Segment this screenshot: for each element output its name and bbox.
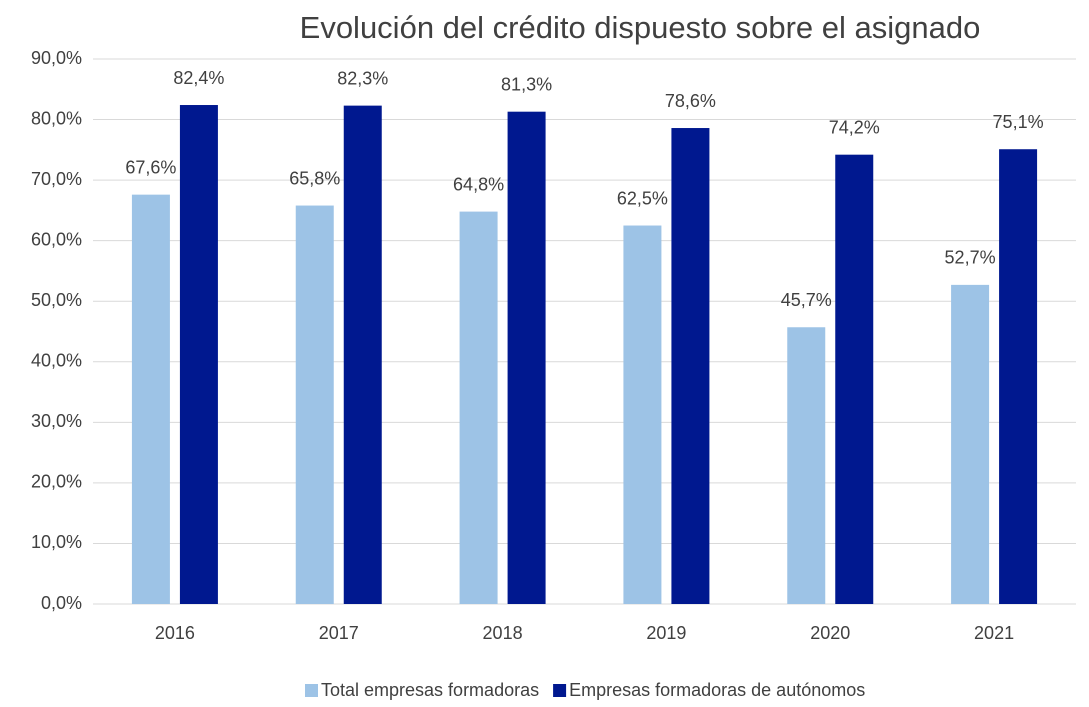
data-label: 75,1% (993, 112, 1044, 132)
y-tick-label: 80,0% (31, 108, 82, 128)
chart-title: Evolución del crédito dispuesto sobre el… (300, 10, 981, 45)
y-tick-label: 20,0% (31, 472, 82, 492)
y-tick-label: 0,0% (41, 593, 82, 613)
legend-swatch (305, 684, 318, 697)
data-label: 78,6% (665, 91, 716, 111)
x-tick-label: 2020 (810, 623, 850, 643)
bar (343, 105, 382, 604)
y-tick-label: 50,0% (31, 290, 82, 310)
y-tick-label: 10,0% (31, 532, 82, 552)
bar (999, 149, 1038, 604)
legend-swatch (553, 684, 567, 697)
data-label: 65,8% (289, 168, 340, 188)
bar (459, 211, 498, 604)
x-tick-label: 2021 (974, 623, 1014, 643)
y-tick-label: 60,0% (31, 229, 82, 249)
y-tick-label: 30,0% (31, 411, 82, 431)
data-label: 67,6% (125, 157, 176, 177)
y-tick-label: 70,0% (31, 169, 82, 189)
bar (179, 105, 218, 605)
y-tick-label: 40,0% (31, 351, 82, 371)
bar (951, 284, 990, 604)
bar (507, 111, 546, 604)
bar (623, 225, 662, 604)
legend-label: Total empresas formadoras (321, 680, 539, 700)
data-label: 82,3% (337, 68, 388, 88)
bar (131, 194, 170, 604)
data-label: 45,7% (781, 290, 832, 310)
bar (787, 327, 826, 604)
x-tick-label: 2019 (646, 623, 686, 643)
bar (671, 128, 710, 605)
legend-label: Empresas formadoras de autónomos (569, 680, 865, 700)
data-label: 52,7% (945, 248, 996, 268)
data-label: 64,8% (453, 174, 504, 194)
data-label: 74,2% (829, 117, 880, 137)
x-tick-label: 2018 (483, 623, 523, 643)
data-label: 82,4% (173, 68, 224, 88)
x-tick-label: 2016 (155, 623, 195, 643)
x-tick-label: 2017 (319, 623, 359, 643)
bar (295, 205, 334, 605)
bar (835, 154, 874, 604)
data-label: 81,3% (501, 74, 552, 94)
data-label: 62,5% (617, 188, 668, 208)
y-tick-label: 90,0% (31, 48, 82, 68)
